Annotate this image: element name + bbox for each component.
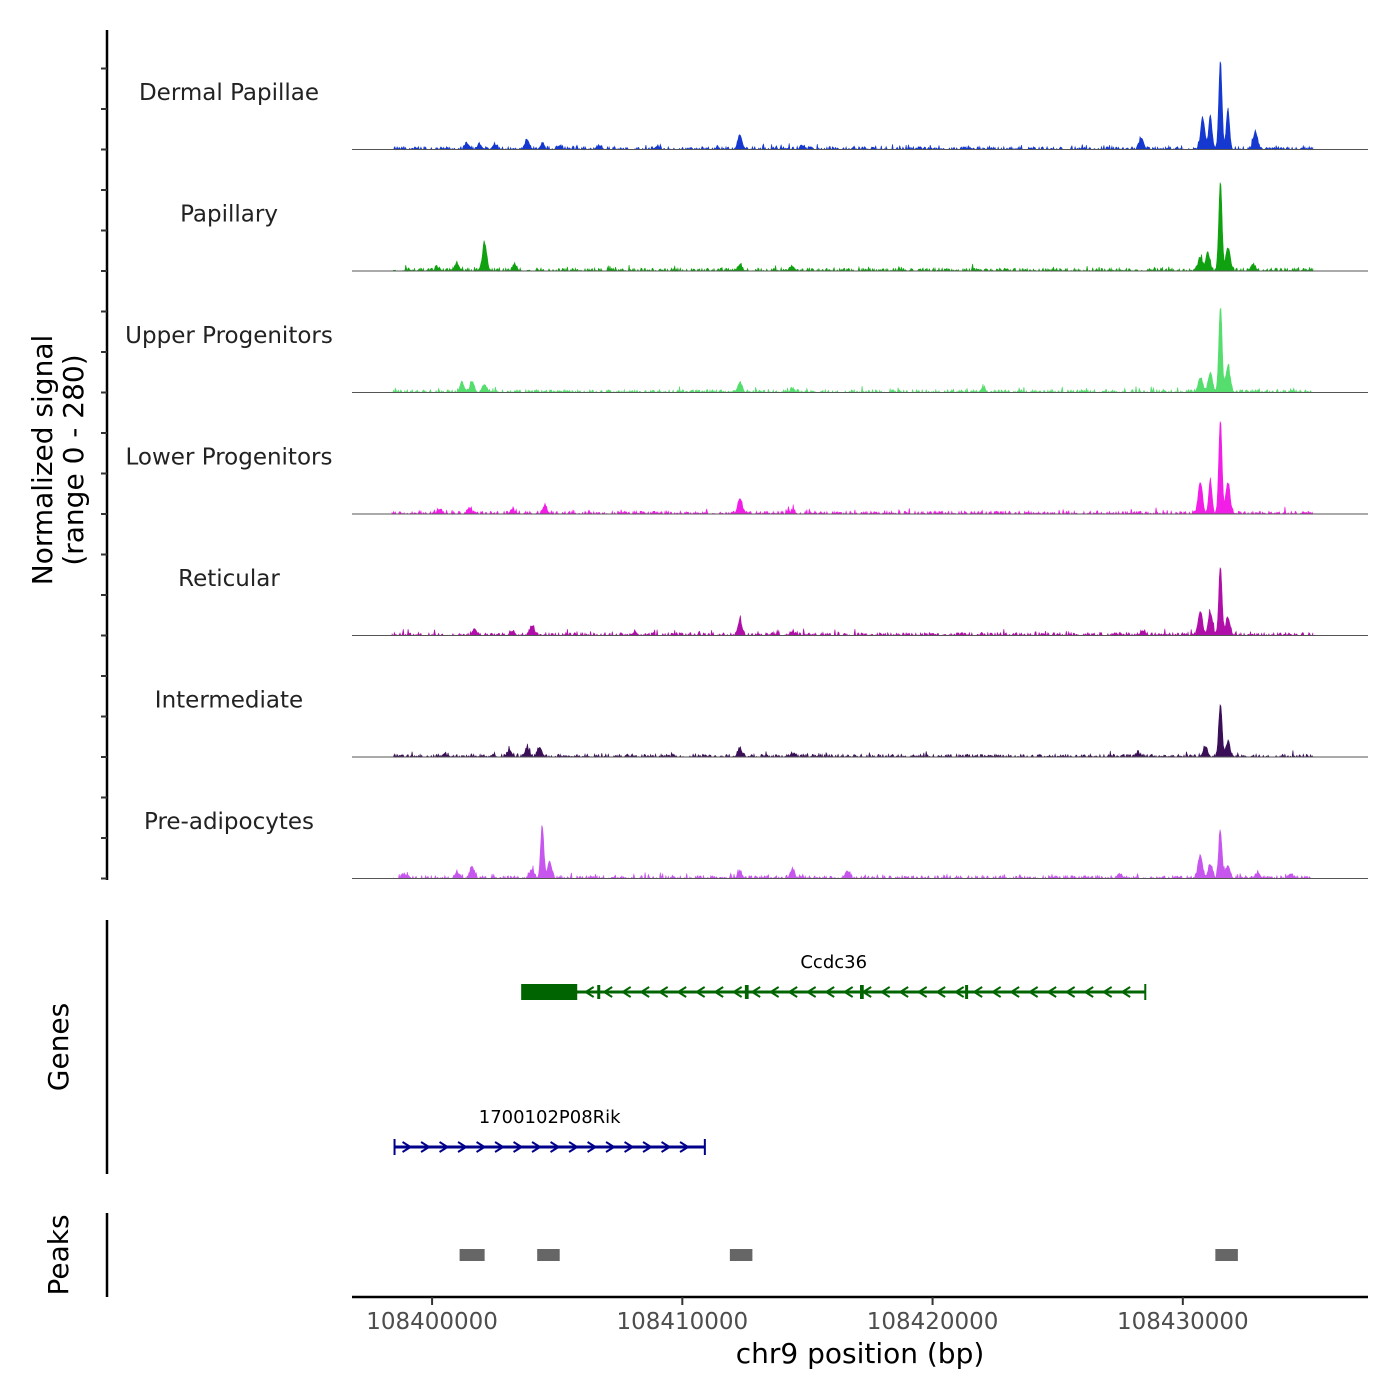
x-tick-label: 108430000 — [1117, 1309, 1249, 1335]
track-label: Papillary — [180, 202, 278, 228]
strand-arrow — [565, 986, 576, 998]
track-reticular: Reticular — [178, 566, 1368, 637]
track-lower-progenitors: Lower Progenitors — [126, 421, 1368, 516]
track-intermediate: Intermediate — [155, 688, 1368, 759]
track-pre-adipocytes: Pre-adipocytes — [144, 809, 1368, 880]
strand-arrow — [602, 986, 613, 998]
gene-annotation-track: Ccdc36 1700102P08Rik — [105, 920, 1147, 1174]
gene-label: 1700102P08Rik — [479, 1107, 621, 1128]
strand-arrow — [713, 986, 724, 998]
genes-track-title: Genes — [42, 1003, 75, 1091]
coverage-area — [392, 182, 1314, 273]
strand-arrow — [805, 986, 817, 998]
track-label: Lower Progenitors — [126, 445, 333, 471]
strand-arrow — [916, 986, 928, 998]
coverage-area — [392, 825, 1313, 880]
peak-region — [537, 1249, 560, 1261]
track-label: Intermediate — [155, 688, 303, 714]
coverage-area — [391, 421, 1314, 516]
track-dermal-papillae: Dermal Papillae — [139, 61, 1368, 151]
gene-exon — [965, 985, 969, 999]
strand-arrow — [1120, 986, 1131, 998]
strand-arrow — [568, 1141, 579, 1153]
strand-arrow — [990, 986, 1002, 998]
strand-arrow — [657, 986, 669, 998]
coverage-area — [391, 704, 1314, 759]
peak-region — [1215, 1249, 1238, 1261]
strand-arrow — [402, 1141, 413, 1153]
strand-arrow — [513, 1141, 524, 1153]
track-papillary: Papillary — [180, 182, 1368, 273]
track-label: Pre-adipocytes — [144, 809, 314, 835]
x-tick-label: 108400000 — [366, 1309, 498, 1335]
strand-arrow — [661, 1141, 672, 1153]
track-label: Reticular — [178, 566, 280, 592]
strand-arrow — [842, 986, 854, 998]
strand-arrow — [476, 1141, 487, 1153]
strand-arrow — [642, 1141, 653, 1153]
strand-arrow — [624, 1141, 635, 1153]
strand-arrow — [935, 986, 946, 998]
strand-arrow — [731, 986, 743, 998]
peaks-track-title: Peaks — [42, 1214, 75, 1295]
strand-arrow — [750, 986, 761, 998]
strand-arrow — [879, 986, 891, 998]
track-upper-progenitors: Upper Progenitors — [125, 308, 1368, 394]
track-label: Dermal Papillae — [139, 80, 319, 106]
strand-arrow — [861, 986, 872, 998]
peak-region — [729, 1249, 753, 1261]
strand-arrow — [768, 986, 780, 998]
gene-1700102p08rik: 1700102P08Rik — [393, 1107, 706, 1155]
strand-arrow — [531, 1141, 542, 1153]
strand-arrow — [583, 986, 595, 998]
gene-exon — [744, 985, 749, 999]
strand-arrow — [1027, 986, 1039, 998]
strand-arrow — [824, 986, 835, 998]
x-axis-title: chr9 position (bp) — [736, 1337, 985, 1370]
peak-region — [459, 1249, 485, 1261]
strand-arrow — [1064, 986, 1076, 998]
strand-arrow — [587, 1141, 598, 1153]
strand-arrow — [676, 986, 687, 998]
x-tick-label: 108410000 — [616, 1309, 748, 1335]
y-axis-title-line2: (range 0 - 280) — [57, 354, 90, 565]
strand-arrow — [639, 986, 650, 998]
strand-arrow — [898, 986, 909, 998]
strand-arrow — [439, 1141, 450, 1153]
coverage-area — [391, 567, 1314, 637]
track-label: Upper Progenitors — [125, 323, 333, 349]
coverage-tracks: Dermal Papillae Papillary Upper Progenitor… — [125, 61, 1368, 880]
strand-arrow — [1083, 986, 1094, 998]
gene-exon — [597, 985, 601, 999]
strand-arrow — [420, 1141, 431, 1153]
strand-arrow — [787, 986, 798, 998]
strand-arrow — [694, 986, 706, 998]
x-axis: 108400000 108410000 108420000 108430000 — [101, 30, 1368, 1335]
strand-arrow — [494, 1141, 505, 1153]
strand-arrow — [457, 1141, 468, 1153]
strand-arrow — [546, 986, 558, 998]
gene-label: Ccdc36 — [800, 952, 867, 973]
x-tick-label: 108420000 — [867, 1309, 999, 1335]
coverage-area — [392, 61, 1314, 151]
strand-arrow — [1101, 986, 1113, 998]
strand-arrow — [972, 986, 983, 998]
gene-ccdc36: Ccdc36 — [521, 952, 1147, 1000]
strand-arrow — [1009, 986, 1020, 998]
strand-arrow — [953, 986, 965, 998]
strand-arrow — [679, 1141, 690, 1153]
y-axis-title-line1: Normalized signal — [26, 335, 59, 586]
strand-arrow — [605, 1141, 616, 1153]
strand-arrow — [620, 986, 632, 998]
strand-arrow — [1046, 986, 1057, 998]
strand-arrow — [550, 1141, 561, 1153]
coverage-area — [392, 308, 1313, 394]
peaks-track — [105, 1213, 1238, 1297]
strand-arrow — [528, 986, 539, 998]
